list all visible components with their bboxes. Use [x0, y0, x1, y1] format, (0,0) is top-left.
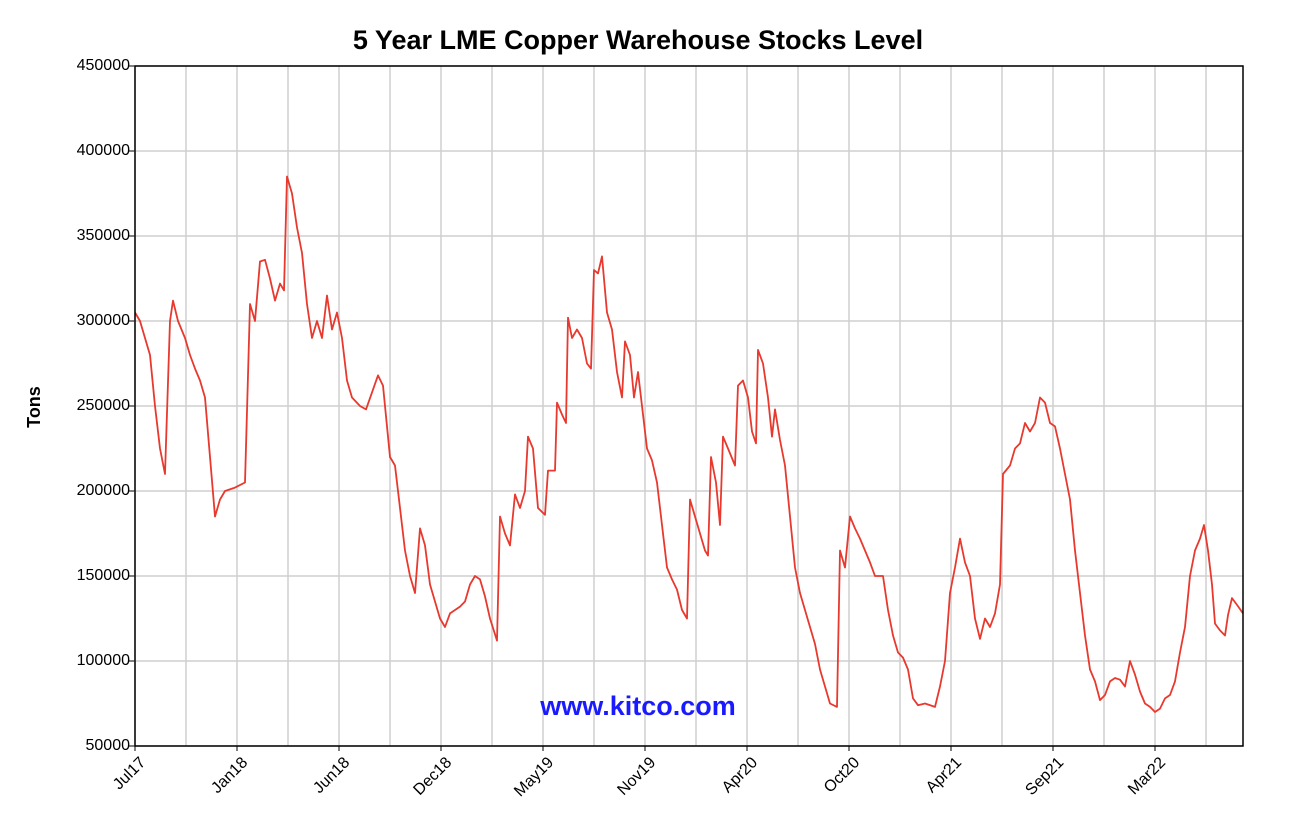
- x-tick-label: Nov19: [614, 754, 659, 799]
- y-tick-label: 350000: [77, 227, 130, 244]
- y-tick-label: 50000: [86, 737, 131, 754]
- chart-title: 5 Year LME Copper Warehouse Stocks Level: [353, 25, 923, 55]
- x-tick-label: Oct20: [821, 754, 863, 796]
- x-tick-label: Jan18: [208, 754, 251, 797]
- y-tick-label: 300000: [77, 312, 130, 329]
- y-tick-label: 200000: [77, 482, 130, 499]
- x-tick-label: Jun18: [310, 754, 353, 797]
- y-axis-label: Tons: [24, 386, 44, 428]
- x-tick-label: Jul17: [110, 754, 149, 793]
- x-tick-label: Apr20: [719, 754, 761, 796]
- watermark: www.kitco.com: [539, 691, 736, 721]
- x-tick-label: Apr21: [923, 754, 965, 796]
- x-tick-label: May19: [511, 754, 557, 800]
- data-line: [134, 175, 1244, 713]
- y-tick-label: 250000: [77, 397, 130, 414]
- y-tick-label: 100000: [77, 652, 130, 669]
- x-tick-label: Dec18: [410, 754, 455, 799]
- x-tick-label: Sep21: [1022, 754, 1067, 799]
- x-tick-label: Mar22: [1125, 754, 1169, 798]
- y-tick-label: 150000: [77, 567, 130, 584]
- y-tick-label: 450000: [77, 57, 130, 74]
- y-tick-label: 400000: [77, 142, 130, 159]
- plot-frame: [134, 65, 1244, 747]
